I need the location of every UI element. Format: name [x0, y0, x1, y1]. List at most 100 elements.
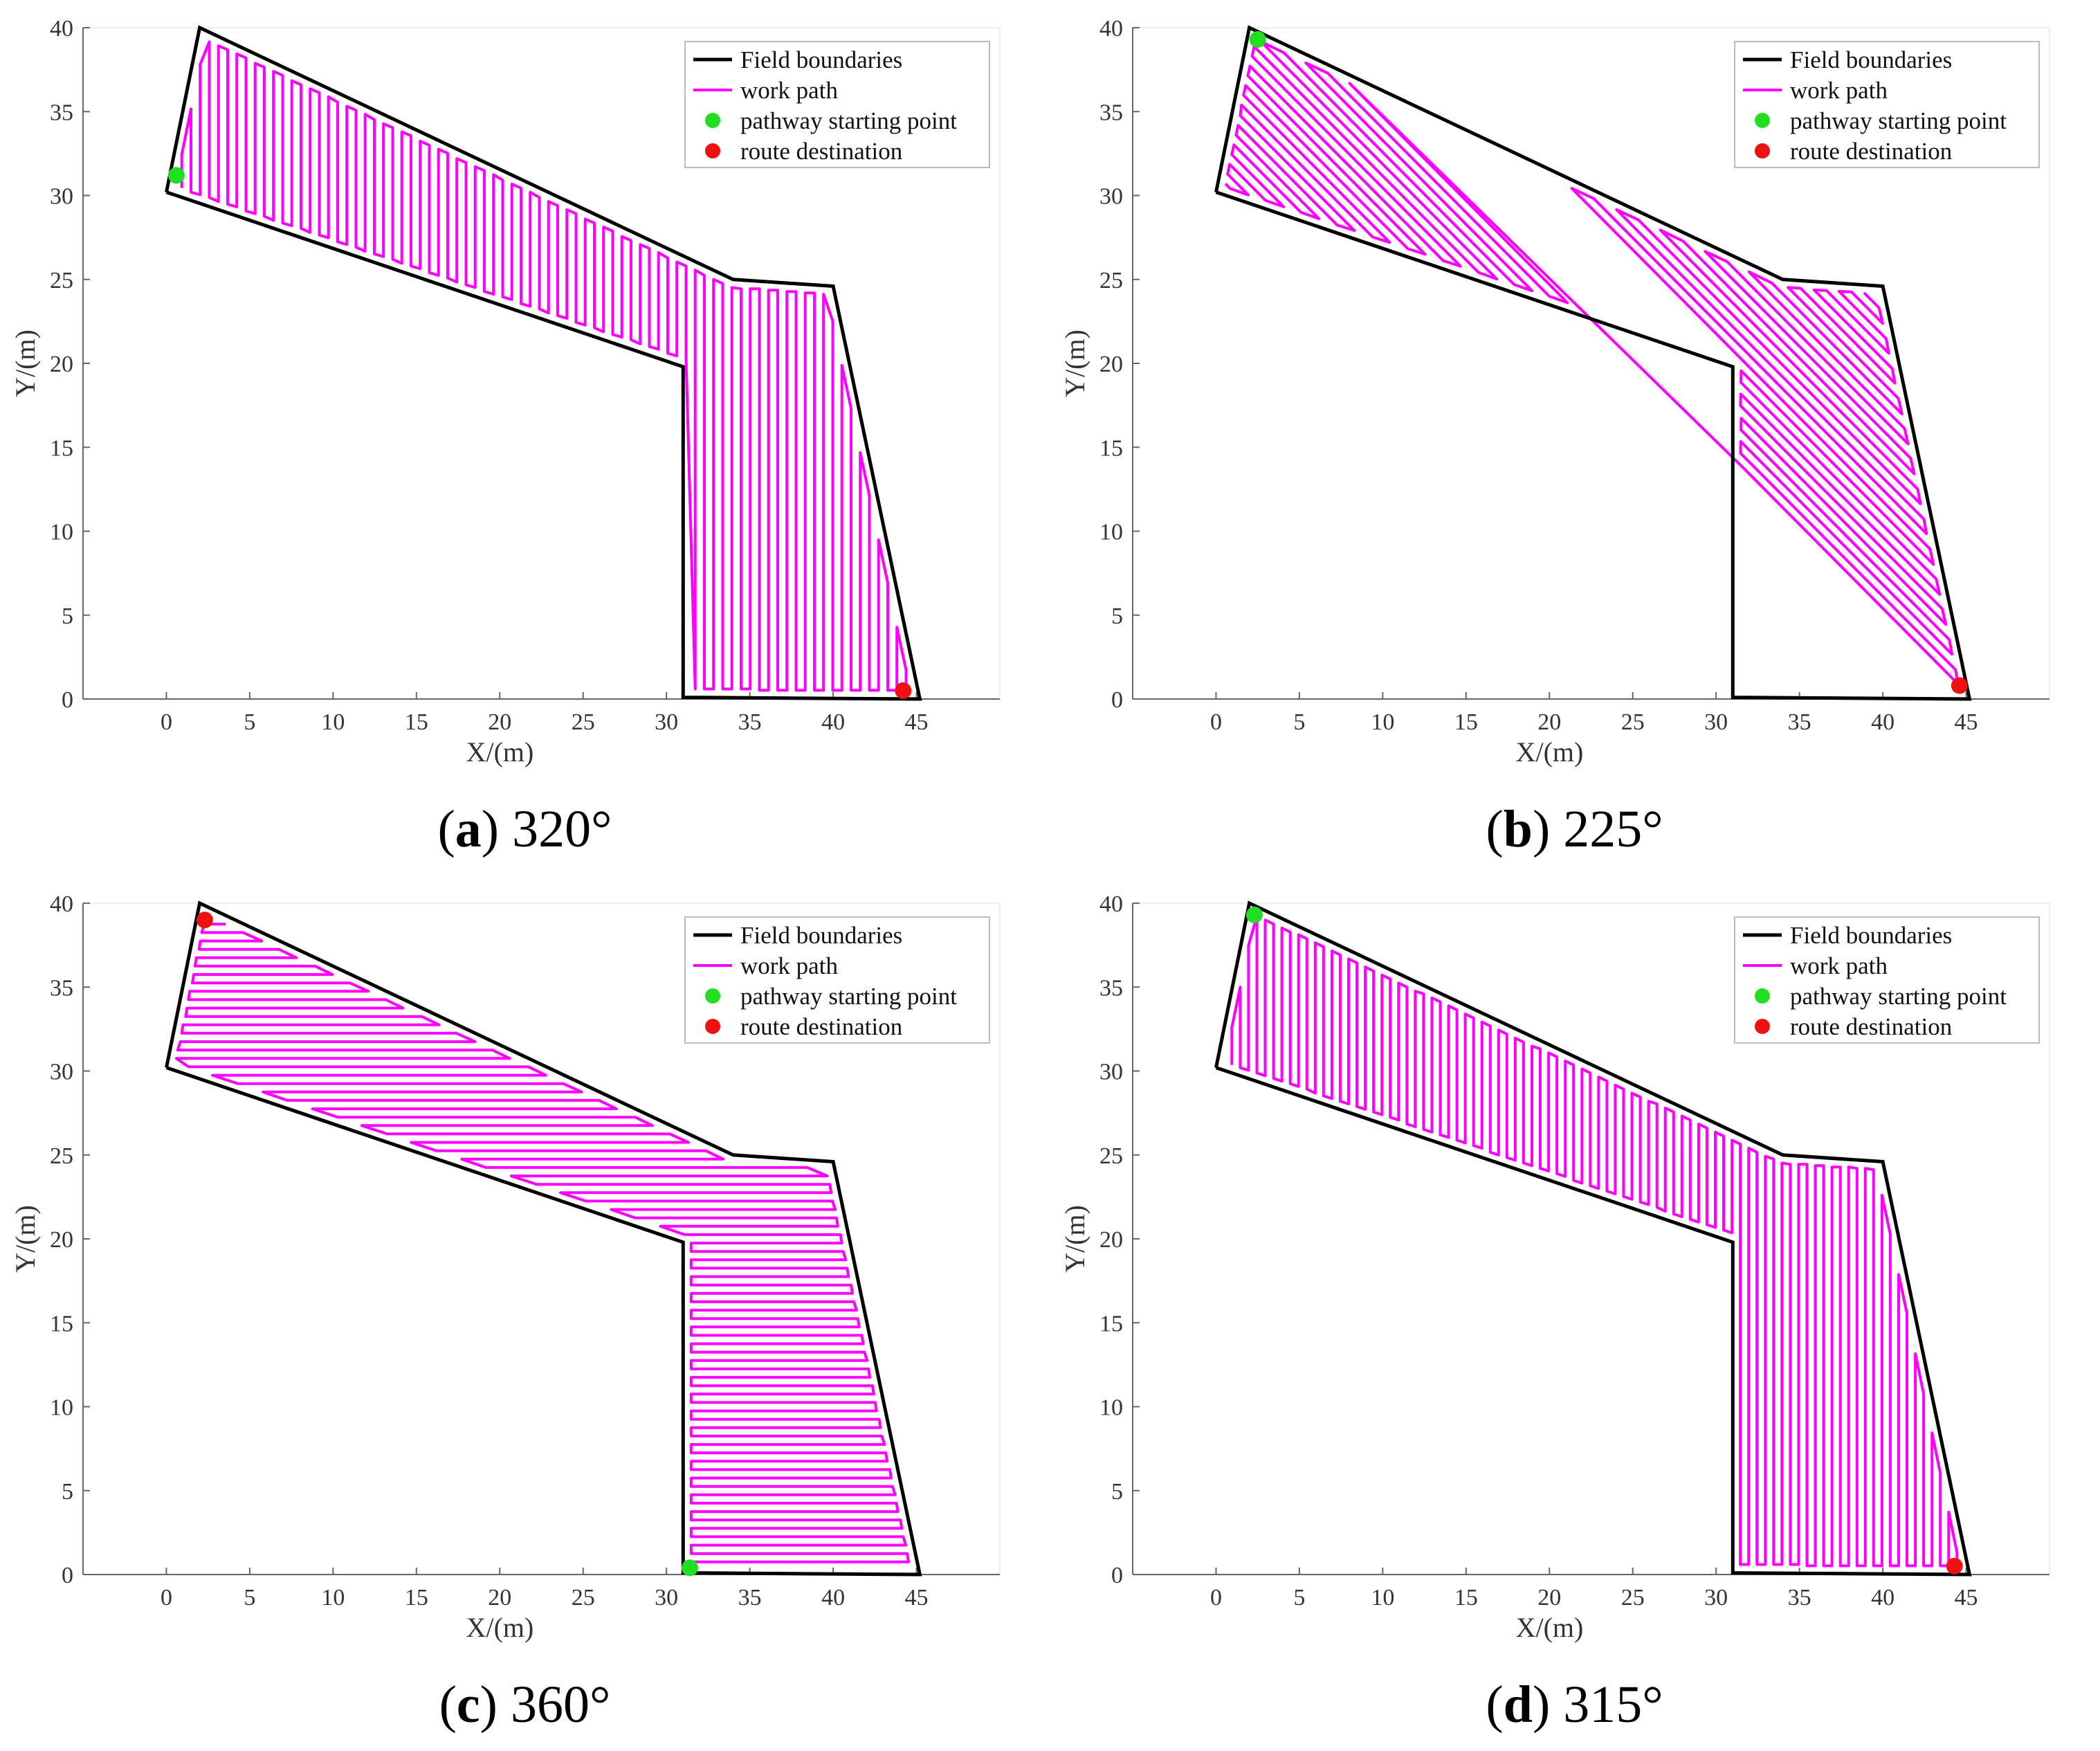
y-tick-label: 25: [50, 1143, 73, 1169]
caption-letter: c: [456, 1676, 480, 1734]
x-tick-label: 0: [1210, 709, 1222, 735]
chart-panel-b: 0 5 10 15 20 25 30 35 40 45 0 5 10 15 20 25 30 35 40 X/(m) Y…: [1050, 0, 2099, 876]
caption-angle: 315°: [1563, 1676, 1663, 1734]
x-tick-label: 30: [1704, 1585, 1728, 1611]
start-point-marker: [1249, 30, 1266, 48]
x-tick-label: 30: [655, 709, 678, 735]
caption-angle: 320°: [512, 800, 612, 858]
legend-label: pathway starting point: [740, 983, 957, 1010]
legend-swatch-destination: [705, 1019, 720, 1034]
y-tick-label: 0: [1111, 1563, 1123, 1588]
destination-marker: [196, 911, 213, 929]
y-tick-label: 25: [1099, 1143, 1123, 1169]
x-tick-label: 45: [1955, 709, 1978, 735]
x-tick-label: 30: [1704, 709, 1728, 735]
caption-letter: b: [1503, 800, 1533, 858]
legend-swatch-destination: [1755, 143, 1770, 158]
start-point-marker: [167, 167, 185, 184]
y-tick-label: 25: [50, 268, 73, 293]
y-tick-label: 30: [1099, 1060, 1123, 1085]
x-tick-label: 15: [405, 1585, 428, 1611]
x-axis-label: X/(m): [466, 736, 534, 768]
y-tick-label: 15: [1099, 435, 1123, 461]
x-tick-label: 0: [161, 1585, 172, 1611]
legend-box: [1734, 916, 2040, 1044]
y-tick-label: 5: [62, 604, 73, 629]
start-point-marker: [1245, 906, 1263, 923]
x-tick-label: 40: [1871, 1585, 1894, 1611]
panel-caption: (d) 315°: [1486, 1676, 1663, 1734]
y-tick-label: 25: [1099, 268, 1123, 293]
y-tick-label: 10: [1099, 1395, 1123, 1421]
y-tick-label: 40: [1099, 891, 1123, 917]
x-tick-label: 45: [1955, 1585, 1978, 1611]
y-axis-label: Y/(m): [1059, 329, 1090, 397]
y-tick-label: 30: [1099, 184, 1123, 210]
destination-marker: [895, 682, 912, 699]
chart-svg: 0 5 10 15 20 25 30 35 40 45 0 5 10 15 20 25 30 35 40 X/(m) Y…: [1059, 891, 2050, 1643]
legend-swatch-start: [705, 113, 720, 128]
y-tick-label: 15: [50, 1311, 73, 1336]
x-tick-label: 40: [821, 1585, 845, 1611]
y-tick-label: 5: [62, 1479, 73, 1505]
x-tick-label: 25: [572, 709, 595, 735]
x-tick-label: 45: [905, 709, 929, 735]
y-tick-label: 40: [50, 891, 73, 917]
field-boundary-series: [1214, 900, 1972, 1577]
chart-panel-c: 0 5 10 15 20 25 30 35 40 45 0 5 10 15 20 25 30 35 40 X/(m) Y…: [0, 876, 1050, 1751]
legend: Field boundaries work path pathway startin…: [1734, 41, 2040, 168]
legend-label: route destination: [1790, 138, 1952, 165]
panel-caption: (c) 360°: [439, 1676, 611, 1734]
x-tick-label: 40: [1871, 709, 1894, 735]
legend: Field boundaries work path pathway startin…: [684, 41, 990, 168]
x-tick-label: 5: [1293, 709, 1305, 735]
y-tick-label: 35: [50, 100, 73, 125]
legend-label: Field boundaries: [1790, 46, 1952, 73]
x-tick-label: 20: [488, 709, 511, 735]
x-tick-label: 5: [244, 709, 255, 735]
x-tick-label: 25: [1621, 1585, 1645, 1611]
x-tick-label: 25: [572, 1585, 595, 1611]
legend-box: [684, 41, 990, 168]
legend-swatch-start: [1755, 988, 1770, 1004]
legend: Field boundaries work path pathway startin…: [1734, 916, 2040, 1044]
x-tick-label: 30: [655, 1585, 678, 1611]
caption-angle: 360°: [510, 1676, 611, 1734]
y-tick-label: 20: [50, 352, 73, 377]
y-tick-label: 15: [50, 435, 73, 461]
legend-label: route destination: [740, 138, 902, 165]
legend-label: route destination: [1790, 1013, 1952, 1040]
y-tick-label: 10: [1099, 520, 1123, 545]
legend-label: Field boundaries: [740, 46, 902, 73]
legend-box: [684, 916, 990, 1044]
y-tick-label: 15: [1099, 1311, 1123, 1336]
x-tick-label: 20: [1537, 1585, 1561, 1611]
x-tick-label: 5: [1293, 1585, 1305, 1611]
y-axis-label: Y/(m): [1059, 1205, 1090, 1273]
legend-label: work path: [1790, 952, 1888, 979]
x-tick-label: 15: [1454, 1585, 1478, 1611]
legend-swatch-start: [1755, 113, 1770, 128]
x-tick-label: 15: [405, 709, 428, 735]
start-point-marker: [681, 1559, 698, 1577]
y-tick-label: 0: [62, 1563, 73, 1588]
field-boundary-series: [165, 900, 922, 1577]
chart-svg: 0 5 10 15 20 25 30 35 40 45 0 5 10 15 20 25 30 35 40 X/(m) Y…: [10, 891, 1001, 1643]
y-tick-label: 20: [1099, 1227, 1123, 1253]
legend-label: work path: [740, 77, 838, 104]
x-tick-label: 20: [488, 1585, 511, 1611]
work-path-series: [174, 923, 910, 1563]
x-tick-label: 10: [1371, 1585, 1394, 1611]
x-tick-label: 40: [821, 709, 845, 735]
field-boundary-series: [165, 25, 922, 701]
y-tick-label: 0: [1111, 687, 1123, 713]
y-axis-label: Y/(m): [10, 329, 41, 397]
work-path-series: [1230, 914, 1959, 1568]
chart-svg: 0 5 10 15 20 25 30 35 40 45 0 5 10 15 20 25 30 35 40 X/(m) Y…: [10, 16, 1001, 768]
x-axis-label: X/(m): [1516, 736, 1584, 768]
legend-label: Field boundaries: [740, 922, 902, 949]
destination-marker: [1951, 677, 1968, 694]
y-tick-label: 35: [1099, 100, 1123, 125]
y-tick-label: 30: [50, 1060, 73, 1085]
legend-label: work path: [740, 952, 838, 979]
